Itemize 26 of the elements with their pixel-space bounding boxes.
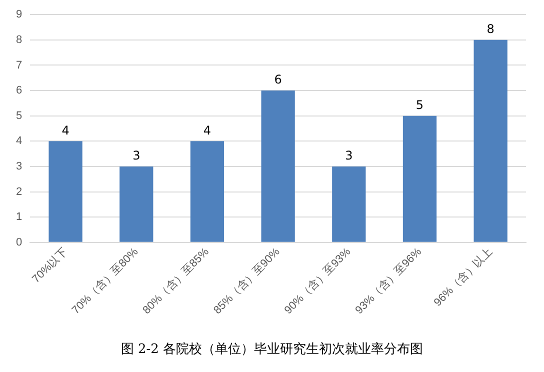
x-tick-label: 70%以下 — [29, 245, 70, 286]
bar — [474, 40, 508, 242]
data-label: 4 — [203, 123, 212, 138]
y-tick-label: 1 — [16, 211, 22, 224]
y-tick-label: 6 — [16, 84, 22, 97]
bar — [332, 166, 366, 242]
y-tick-label: 7 — [16, 59, 22, 72]
y-tick-label: 0 — [16, 236, 22, 248]
bar — [190, 141, 224, 242]
y-tick-label: 4 — [16, 135, 22, 148]
y-tick-label: 5 — [16, 110, 22, 122]
data-label: 6 — [274, 72, 282, 87]
y-tick-label: 8 — [16, 34, 22, 46]
bar — [402, 116, 437, 242]
y-tick-label: 9 — [16, 8, 22, 21]
data-label: 5 — [416, 98, 424, 112]
data-label: 8 — [486, 22, 494, 36]
data-label: 4 — [62, 123, 70, 138]
data-label: 3 — [345, 148, 353, 163]
text: 图 2-2 各院校（单位）毕业研究生初次就业率分布图 — [120, 341, 424, 358]
data-label: 3 — [132, 148, 140, 163]
y-tick-label: 2 — [16, 186, 22, 198]
bar — [120, 166, 154, 242]
bar — [48, 141, 82, 242]
y-tick-label: 3 — [16, 160, 22, 173]
bar — [261, 90, 295, 242]
